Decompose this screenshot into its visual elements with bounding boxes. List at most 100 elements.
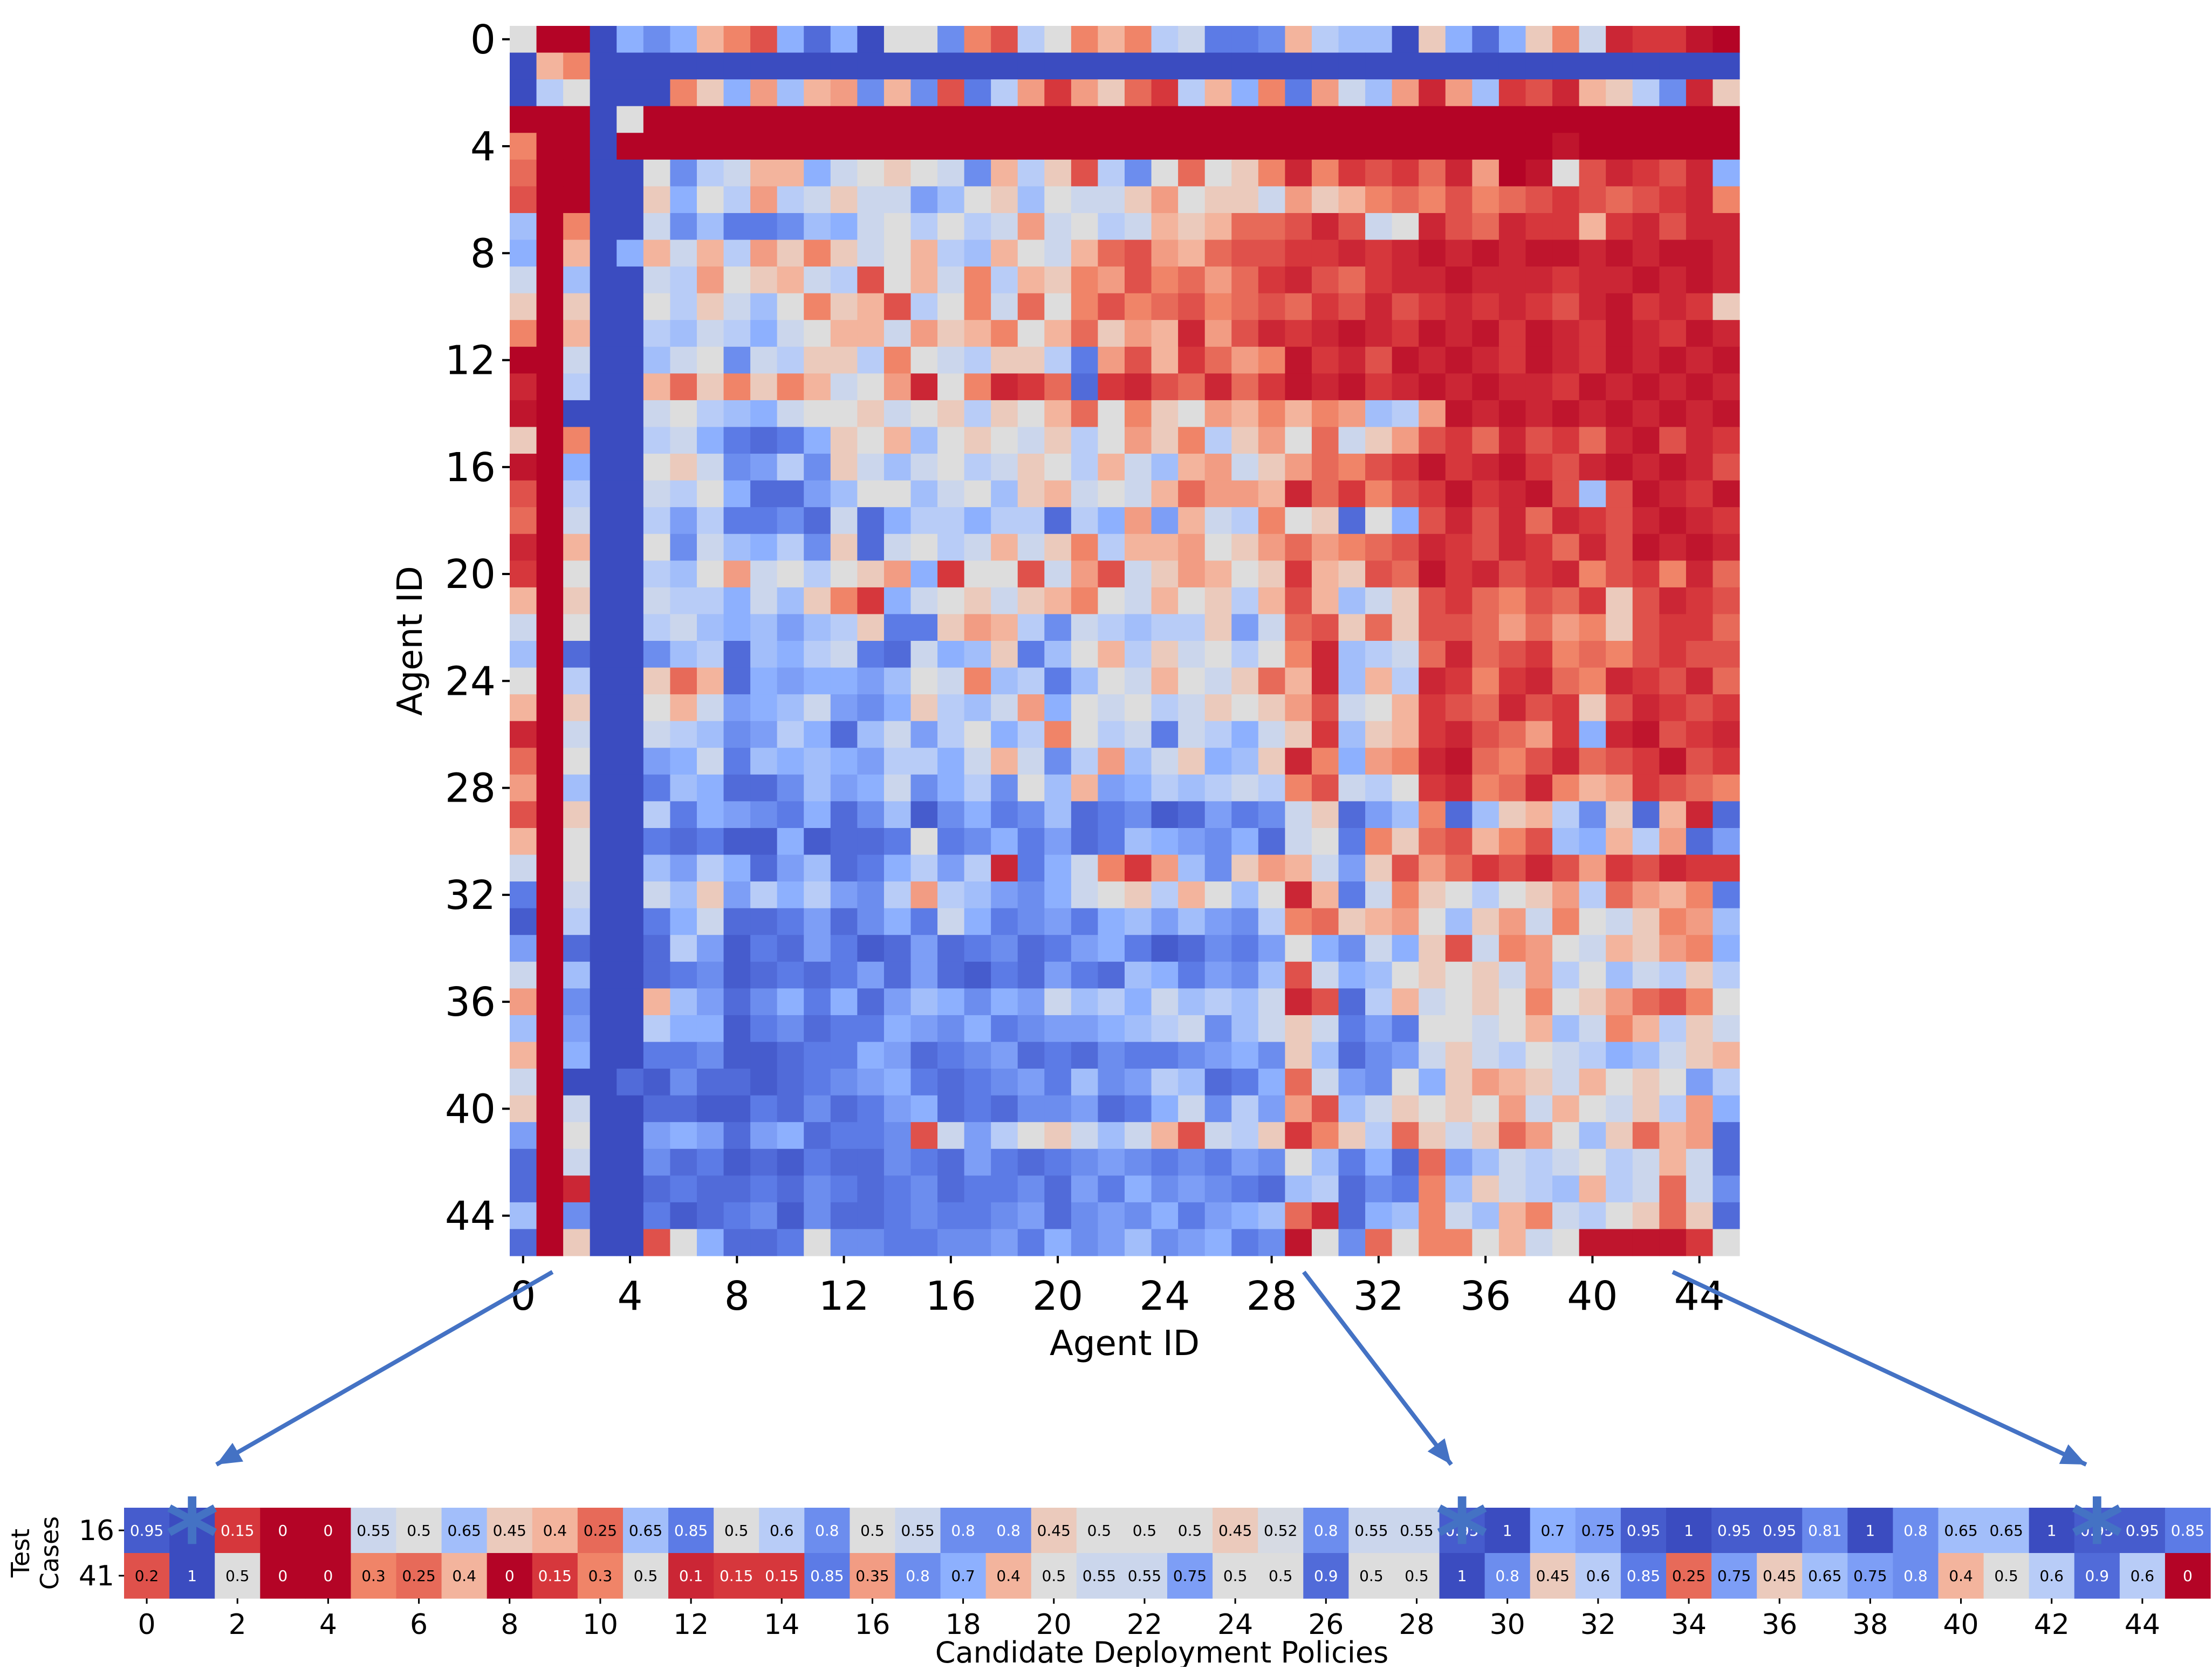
heatmap-cell [830, 480, 858, 508]
heatmap-cell [937, 1148, 965, 1176]
heatmap-cell [670, 79, 697, 107]
heatmap-cell [1606, 587, 1633, 615]
heatmap-cell [1686, 213, 1714, 241]
heatmap-cell [1098, 801, 1125, 829]
heatmap-cell [1204, 1148, 1232, 1176]
strip-cell [215, 1553, 261, 1599]
heatmap-cell [1606, 1015, 1633, 1043]
heatmap-cell [1178, 667, 1206, 695]
heatmap-cell [1392, 1042, 1419, 1069]
heatmap-cell [1044, 106, 1072, 133]
heatmap-cell [991, 881, 1018, 909]
heatmap-cell [1552, 988, 1580, 1016]
heatmap-cell [1285, 293, 1312, 320]
zoom-arrows [215, 1270, 2087, 1467]
heatmap-cell [1151, 881, 1179, 909]
heatmap-cell [1632, 454, 1660, 481]
strip-cell [305, 1553, 352, 1599]
heatmap-cell [857, 560, 885, 588]
heatmap-cell [964, 186, 991, 214]
heatmap-cell [1686, 881, 1714, 909]
strip-cell [1620, 1508, 1667, 1554]
heatmap-cell [510, 560, 537, 588]
heatmap-cell [1231, 881, 1259, 909]
heatmap-cell [830, 293, 858, 320]
heatmap-cell [884, 935, 912, 962]
heatmap-cell [696, 801, 724, 829]
heatmap-cell [857, 133, 885, 160]
heatmap-cell [1659, 1095, 1687, 1123]
heatmap-cell [563, 1175, 591, 1203]
heatmap-cell [510, 935, 537, 962]
heatmap-cell [1044, 1122, 1072, 1150]
heatmap-cell [1098, 320, 1125, 347]
heatmap-cell [590, 133, 617, 160]
zoom-arrow-line [1672, 1270, 2087, 1467]
strip-cell-value: 0.95 [2126, 1522, 2159, 1540]
heatmap-cell [804, 827, 831, 856]
strip-cell [1711, 1508, 1757, 1554]
strip-cell [622, 1553, 669, 1599]
heatmap-cell [536, 641, 564, 668]
heatmap-cell [1659, 988, 1687, 1016]
heatmap-cell [723, 801, 751, 829]
heatmap-cell [750, 881, 778, 909]
heatmap-cell [563, 801, 591, 829]
heatmap-cell [617, 881, 644, 909]
strip-x-tick-label: 38 [1852, 1609, 1888, 1641]
heatmap-cell [1445, 988, 1473, 1016]
heatmap-cell [1579, 854, 1606, 882]
heatmap-cell [1606, 507, 1633, 535]
heatmap-cell [696, 667, 724, 695]
heatmap-cell [563, 694, 591, 722]
heatmap-cell [964, 801, 991, 829]
heatmap-cell [1632, 641, 1660, 668]
heatmap-cell [910, 320, 938, 347]
strip-cell [577, 1508, 624, 1554]
heatmap-cell [964, 1148, 991, 1176]
heatmap-cell [696, 961, 724, 989]
heatmap-cell [1151, 721, 1179, 748]
heatmap-cell [1125, 240, 1152, 267]
heatmap-cell [670, 667, 697, 695]
heatmap-cell [1498, 159, 1526, 187]
strip-cell [1530, 1553, 1576, 1599]
heatmap-cell [1311, 961, 1339, 989]
heatmap-cell [1525, 694, 1553, 722]
heatmap-cell [590, 801, 617, 829]
heatmap-cell [617, 320, 644, 347]
heatmap-cell [1498, 186, 1526, 214]
heatmap-cell [991, 1015, 1018, 1043]
heatmap-cell [1445, 26, 1473, 53]
heatmap-cell [1659, 827, 1687, 856]
heatmap-cell [670, 1042, 697, 1069]
strip-cell-value: 0.65 [447, 1522, 481, 1540]
heatmap-cell [1525, 26, 1553, 53]
heatmap-cell [1231, 533, 1259, 561]
heatmap-cell [1098, 373, 1125, 401]
heatmap-cell [723, 266, 751, 294]
heatmap-cell [1525, 1015, 1553, 1043]
strip-cell-value: 0.52 [1264, 1522, 1297, 1540]
heatmap-cell [830, 213, 858, 241]
heatmap-cell [830, 400, 858, 428]
heatmap-cell [884, 881, 912, 909]
strip-cell-value: 0.5 [1133, 1522, 1157, 1540]
heatmap-cell [964, 1042, 991, 1069]
heatmap-cell [1659, 240, 1687, 267]
heatmap-cell [1151, 454, 1179, 481]
heatmap-cell [1125, 614, 1152, 641]
strip-cell-value: 1 [2047, 1522, 2057, 1540]
heatmap-cell [536, 106, 564, 133]
strip-cell-value: 0.6 [2131, 1567, 2155, 1585]
y-tick-label: 40 [445, 1086, 496, 1132]
heatmap-cell [1285, 106, 1312, 133]
x-tick-label: 20 [1032, 1273, 1083, 1319]
heatmap-cell [1525, 1069, 1553, 1096]
heatmap-cell [536, 721, 564, 748]
heatmap-cell [1204, 560, 1232, 588]
heatmap-cell [1151, 1015, 1179, 1043]
heatmap-cell [1498, 881, 1526, 909]
strip-cell [940, 1553, 987, 1599]
heatmap-cell [1125, 801, 1152, 829]
